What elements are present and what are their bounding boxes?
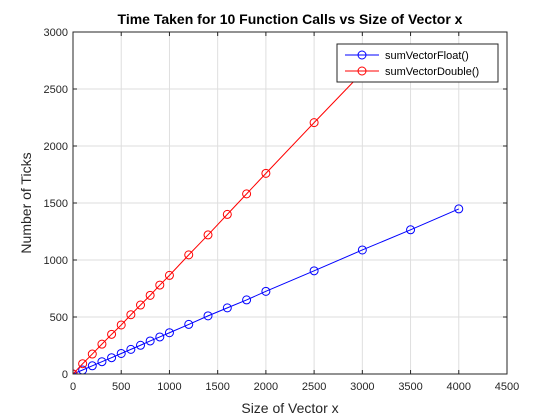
data-point: [155, 280, 165, 290]
series-sumVectorFloat(): [73, 204, 464, 374]
data-point: [184, 319, 194, 329]
data-point: [126, 310, 136, 320]
data-point: [155, 332, 165, 342]
data-point: [309, 118, 319, 128]
x-axis-label: Size of Vector x: [241, 400, 338, 416]
data-point: [97, 357, 107, 367]
chart-title: Time Taken for 10 Function Calls vs Size…: [118, 11, 463, 27]
x-tick-label: 1000: [157, 381, 181, 393]
data-point: [242, 189, 252, 199]
legend: sumVectorFloat() sumVectorDouble(): [336, 43, 499, 83]
data-point: [78, 365, 88, 374]
data-point: [145, 336, 155, 346]
x-tick-label: 4000: [447, 381, 471, 393]
data-point: [261, 286, 271, 296]
y-axis-label: Number of Ticks: [18, 152, 34, 253]
data-point: [107, 353, 117, 363]
series-line: [73, 208, 459, 374]
data-point: [78, 359, 88, 369]
data-point: [87, 349, 97, 359]
x-tick-label: 4500: [495, 381, 519, 393]
data-point: [203, 311, 213, 321]
data-point: [145, 290, 155, 300]
x-tick-label: 3000: [350, 381, 374, 393]
data-point: [116, 348, 126, 358]
legend-marker: [357, 66, 367, 76]
series-line: [73, 72, 363, 374]
data-point: [184, 250, 194, 260]
data-point: [87, 361, 97, 371]
data-point: [222, 303, 232, 313]
data-point: [107, 329, 117, 339]
data-point: [164, 328, 174, 338]
data-point: [116, 320, 126, 330]
data-point: [261, 168, 271, 178]
x-tick-label: 2000: [254, 381, 278, 393]
x-tick-label: 3500: [398, 381, 422, 393]
series-layer: [73, 67, 464, 374]
y-tick-label: 2000: [44, 141, 68, 153]
data-point: [164, 270, 174, 280]
data-point: [203, 230, 213, 240]
data-point: [136, 340, 146, 350]
legend-marker: [357, 50, 367, 60]
y-tick-label: 1500: [44, 198, 68, 210]
x-tick-label: 0: [70, 381, 76, 393]
data-point: [222, 209, 232, 219]
legend-label: sumVectorDouble(): [385, 66, 479, 78]
data-point: [357, 245, 367, 255]
legend-item: sumVectorDouble(): [345, 66, 479, 78]
x-tick-label: 500: [112, 381, 130, 393]
x-tick-label: 1500: [205, 381, 229, 393]
legend-item: sumVectorFloat(): [345, 50, 469, 62]
y-tick-label: 0: [62, 369, 68, 381]
legend-box: [336, 43, 499, 83]
data-point: [97, 339, 107, 349]
data-point: [406, 225, 416, 235]
y-tick-label: 3000: [44, 27, 68, 39]
ticks: 0 500 1000 1500 2000 2500 3000 3500 4000 4500 0 500…: [44, 27, 520, 393]
y-tick-label: 2500: [44, 84, 68, 96]
data-point: [454, 204, 464, 214]
data-point: [126, 344, 136, 354]
y-tick-label: 500: [50, 312, 68, 324]
data-point: [242, 295, 252, 305]
y-tick-label: 1000: [44, 255, 68, 267]
legend-label: sumVectorFloat(): [385, 50, 469, 62]
data-point: [136, 300, 146, 310]
data-point: [309, 266, 319, 276]
x-tick-label: 2500: [302, 381, 326, 393]
